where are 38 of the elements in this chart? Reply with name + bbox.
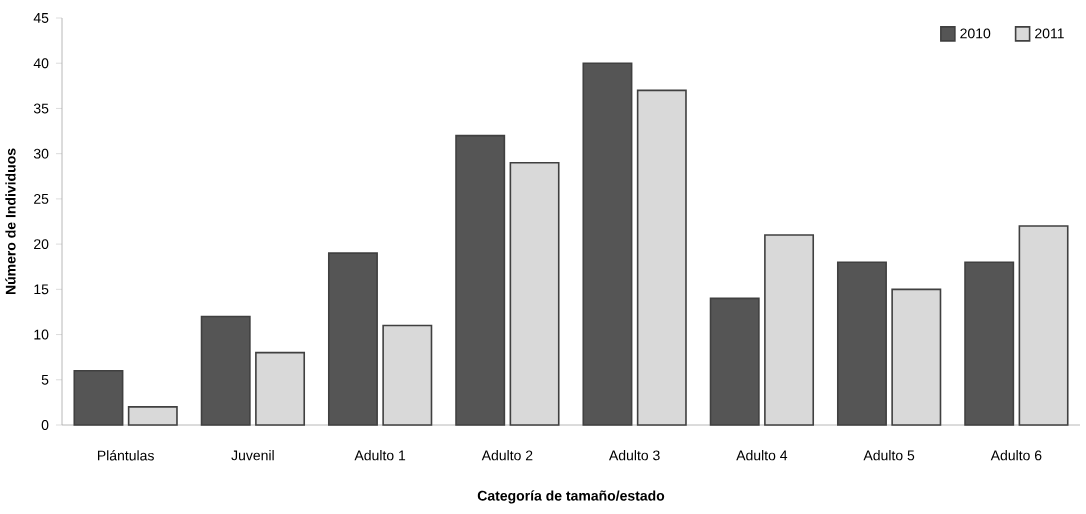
- y-tick-label: 35: [33, 103, 49, 114]
- x-tick-label: Plántulas: [97, 450, 154, 461]
- x-tick-label: Adulto 5: [863, 450, 915, 461]
- y-tick-label: 25: [34, 193, 49, 204]
- x-tick-label: Adulto 4: [736, 450, 788, 461]
- y-tick-label: 0: [41, 420, 49, 430]
- bar: [1018, 225, 1069, 426]
- y-tick-label: 20: [34, 239, 49, 250]
- bar: [582, 62, 633, 426]
- y-tick-label: 40: [33, 58, 49, 69]
- bar: [636, 89, 687, 426]
- x-tick-label: Adulto 2: [481, 450, 533, 461]
- legend-label: 2010: [960, 28, 991, 39]
- bar: [764, 234, 815, 426]
- y-axis-title: Número de Individuos: [5, 148, 16, 295]
- y-tick-label: 5: [41, 374, 49, 385]
- bar: [455, 134, 506, 426]
- bar: [200, 315, 251, 426]
- bar: [709, 297, 760, 426]
- bar: [964, 261, 1015, 426]
- bar: [836, 261, 887, 426]
- x-tick-label: Adulto 3: [608, 450, 660, 461]
- bar: [255, 351, 306, 426]
- x-tick-label: Adulto 1: [354, 450, 406, 461]
- bar: [891, 288, 942, 426]
- y-tick-label: 10: [34, 329, 49, 340]
- y-tick-label: 30: [33, 148, 49, 159]
- bar: [73, 369, 124, 426]
- legend-label: 2011: [1035, 28, 1064, 39]
- y-tick-label: 45: [33, 13, 49, 23]
- bar: [127, 406, 178, 426]
- bar: [382, 324, 433, 426]
- x-axis-title: Categoría de tamaño/estado: [477, 490, 665, 504]
- bar: [509, 161, 560, 426]
- x-tick-label: Juvenil: [231, 450, 274, 461]
- x-tick-label: Adulto 6: [990, 450, 1042, 461]
- y-tick-label: 15: [34, 284, 49, 295]
- bar: [327, 252, 378, 426]
